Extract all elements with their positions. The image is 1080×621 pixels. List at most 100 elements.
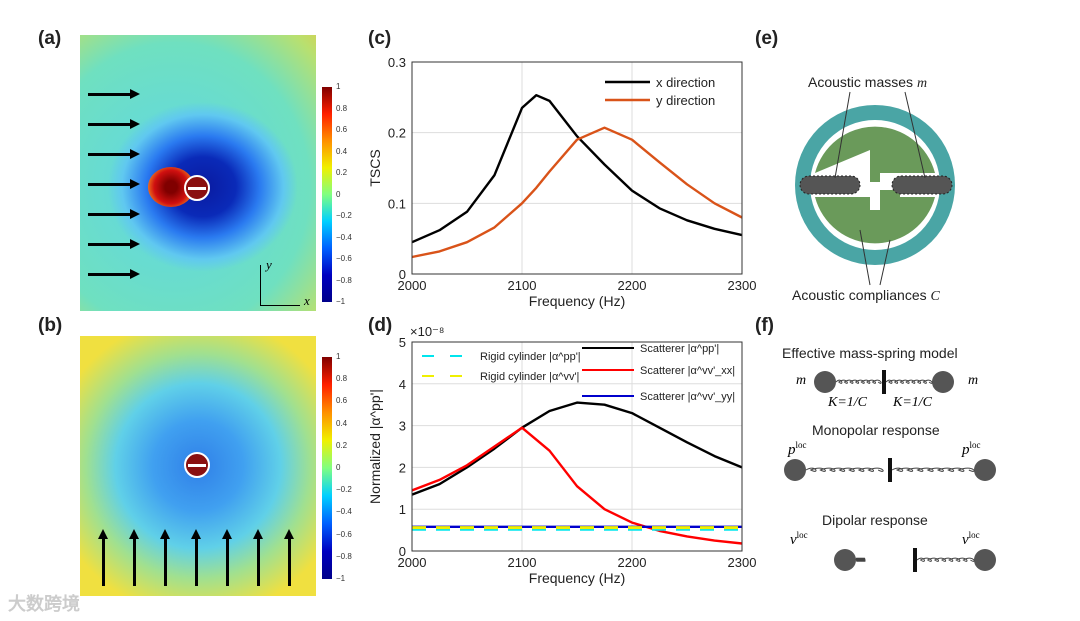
series-line xyxy=(411,426,743,545)
mass-icon xyxy=(974,459,996,481)
acoustic-compliances-label: Acoustic compliances C xyxy=(792,287,940,304)
x-tick-label: 2300 xyxy=(728,555,757,570)
colorbar-tick: 0 xyxy=(336,463,341,472)
x-tick-label: 2200 xyxy=(618,555,647,570)
p-loc-left: ploc xyxy=(788,440,807,458)
pressure-field-a: y x xyxy=(80,35,316,311)
incident-arrow-icon xyxy=(129,529,139,586)
incident-arrow-icon xyxy=(88,239,140,249)
colorbar-tick: −0.2 xyxy=(336,211,352,220)
wall-icon xyxy=(888,458,892,482)
colorbar-tick: 0 xyxy=(336,189,341,199)
y-tick-label: 5 xyxy=(399,335,406,350)
y-tick-label: 1 xyxy=(399,502,406,517)
y-tick-label: 4 xyxy=(399,377,406,392)
y-tick-label: 0.1 xyxy=(388,196,406,211)
mass-icon xyxy=(834,549,856,571)
colorbar-tick: 0.2 xyxy=(336,440,348,450)
incident-arrow-icon xyxy=(88,209,140,219)
colorbar-tick: −1 xyxy=(336,297,346,306)
incident-arrow-icon xyxy=(98,529,108,586)
x-tick-label: 2000 xyxy=(398,278,427,293)
colorbar-tick: −0.8 xyxy=(336,551,352,561)
colorbar-tick: −0.6 xyxy=(336,529,352,539)
colorbar-tick: 0.6 xyxy=(336,125,348,134)
watermark: 大数跨境 xyxy=(8,594,80,614)
legend-label: Scatterer |α^vv'_yy| xyxy=(640,391,735,403)
legend-label: Scatterer |α^pp'| xyxy=(640,343,719,355)
x-axis-label: Frequency (Hz) xyxy=(529,570,625,586)
colorbar-tick: 0.8 xyxy=(336,103,348,113)
y-tick-label: 2 xyxy=(399,460,406,475)
incident-arrow-icon xyxy=(222,529,232,586)
plot-frame xyxy=(411,341,743,552)
colorbar-a xyxy=(322,87,332,302)
legend-label: Rigid cylinder |α^pp'| xyxy=(480,351,581,363)
series-line xyxy=(411,401,743,496)
mass-icon xyxy=(814,371,836,393)
series-line xyxy=(411,126,743,259)
colorbar-tick: 1 xyxy=(336,352,341,361)
acoustic-masses-label: Acoustic masses m xyxy=(808,74,928,91)
colorbar-tick: −0.4 xyxy=(336,232,352,242)
colorbar-tick: −0.6 xyxy=(336,254,352,263)
y-tick-label: 0.2 xyxy=(388,126,406,141)
mass-spring-title: Effective mass-spring model xyxy=(782,345,958,361)
spring-icon xyxy=(835,379,882,384)
y-tick-label: 0 xyxy=(399,544,406,559)
colorbar-tick: 0.4 xyxy=(336,418,348,428)
incident-arrow-icon xyxy=(160,529,170,586)
incident-arrow-icon xyxy=(88,149,140,159)
axis-exponent: ×10⁻⁸ xyxy=(410,324,444,339)
colorbar-tick: −0.8 xyxy=(336,275,352,285)
x-tick-label: 2000 xyxy=(398,555,427,570)
mass-icon xyxy=(974,549,996,571)
y-axis-label: TSCS xyxy=(367,149,383,186)
label-c: (c) xyxy=(368,28,392,49)
y-tick-label: 3 xyxy=(399,419,406,434)
scatterer-icon xyxy=(184,452,210,478)
v-loc-left: vloc xyxy=(790,530,808,548)
scatterer-diagram xyxy=(795,91,955,286)
incident-arrow-icon xyxy=(88,119,140,129)
y-tick-label: 0 xyxy=(399,267,406,282)
plot-frame xyxy=(411,61,743,275)
incident-arrow-icon xyxy=(88,179,140,189)
colorbar-tick: −1 xyxy=(336,574,346,583)
polarizability-chart: 2000 2100 2200 2300 0 1 2 3 4 5 Frequency (Hz) Norm… xyxy=(367,324,757,586)
x-tick-label: 2100 xyxy=(508,278,537,293)
colorbar-tick: 0.6 xyxy=(336,396,348,406)
p-loc-right: ploc xyxy=(962,440,981,458)
axis-y-label: y xyxy=(266,257,272,272)
label-e: (e) xyxy=(755,28,779,49)
mass-spring-diagrams xyxy=(784,370,996,572)
colorbar-tick: 0.4 xyxy=(336,146,348,156)
scatterer-icon xyxy=(184,175,210,201)
legend-label: y direction xyxy=(656,93,715,108)
pressure-field-b xyxy=(80,336,316,596)
incident-arrow-icon xyxy=(88,269,140,279)
incident-arrow-icon xyxy=(88,89,140,99)
y-tick-label: 0.3 xyxy=(388,55,406,70)
colorbar-b xyxy=(322,357,332,579)
wall-icon xyxy=(913,548,917,572)
incident-arrow-icon xyxy=(284,529,294,586)
colorbar-tick: −0.4 xyxy=(336,507,352,517)
spring-icon xyxy=(805,467,884,472)
series-line xyxy=(411,94,743,244)
legend-label: x direction xyxy=(656,75,715,90)
colorbar-tick: 0.2 xyxy=(336,168,348,177)
spring-icon xyxy=(891,467,975,472)
spring-icon xyxy=(916,557,975,562)
v-loc-right: vloc xyxy=(962,530,980,548)
mass-icon xyxy=(784,459,806,481)
label-a: (a) xyxy=(38,28,62,49)
spring-icon xyxy=(855,557,866,562)
mass-icon xyxy=(932,371,954,393)
monopolar-title: Monopolar response xyxy=(812,422,940,438)
x-tick-label: 2300 xyxy=(728,278,757,293)
mass-label-left: m xyxy=(796,373,807,388)
stiffness-label-right: K=1/C xyxy=(893,395,933,410)
label-d: (d) xyxy=(368,315,393,336)
